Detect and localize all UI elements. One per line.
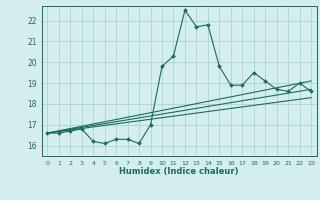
X-axis label: Humidex (Indice chaleur): Humidex (Indice chaleur) — [119, 167, 239, 176]
